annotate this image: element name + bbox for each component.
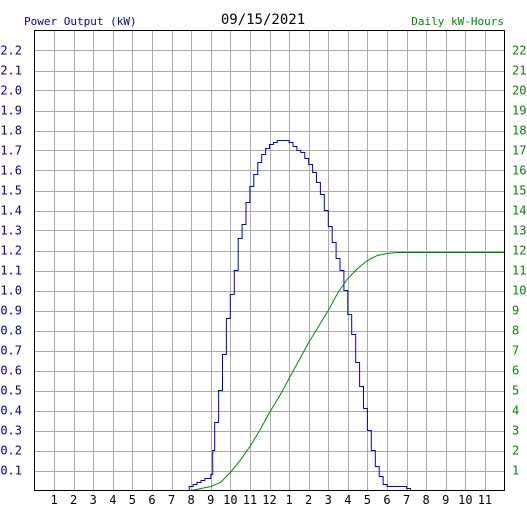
daily-kwh-line	[191, 252, 505, 491]
right-tick-label: 8	[512, 324, 519, 338]
x-tick-label: 4	[109, 493, 116, 507]
x-tick-label: 7	[168, 493, 175, 507]
x-tick-label: 3	[325, 493, 332, 507]
x-tick-label: 1	[285, 493, 292, 507]
series-layer	[185, 140, 505, 491]
left-tick-label: 1.8	[0, 124, 22, 138]
x-tick-label: 8	[188, 493, 195, 507]
left-tick-label: 1.4	[0, 204, 22, 218]
x-tick-label: 2	[305, 493, 312, 507]
right-tick-label: 19	[512, 104, 526, 118]
left-axis: 0.1 0.2 0.3 0.4 0.5 0.6 0.7 0.8 0.9 1.0 1.1 1.2 1.3 1…	[0, 44, 22, 478]
x-tick-label: 10	[458, 493, 472, 507]
x-tick-label: 11	[243, 493, 257, 507]
right-tick-label: 5	[512, 384, 519, 398]
right-tick-label: 2	[512, 444, 519, 458]
left-tick-label: 0.8	[0, 324, 22, 338]
plot-frame	[34, 30, 505, 491]
left-tick-label: 0.5	[0, 384, 22, 398]
right-tick-label: 11	[512, 264, 526, 278]
left-tick-label: 0.6	[0, 364, 22, 378]
left-tick-label: 1.6	[0, 164, 22, 178]
left-tick-label: 0.3	[0, 424, 22, 438]
right-tick-label: 20	[512, 84, 526, 98]
x-tick-label: 11	[478, 493, 492, 507]
left-tick-label: 1.5	[0, 184, 22, 198]
x-tick-label: 7	[403, 493, 410, 507]
left-axis-title: Power Output (kW)	[24, 15, 137, 28]
left-tick-label: 0.4	[0, 404, 22, 418]
x-tick-label: 3	[90, 493, 97, 507]
right-tick-label: 10	[512, 284, 526, 298]
left-tick-label: 2.1	[0, 64, 22, 78]
right-tick-label: 16	[512, 164, 526, 178]
right-tick-label: 1	[512, 464, 519, 478]
left-tick-label: 0.7	[0, 344, 22, 358]
x-tick-label: 10	[223, 493, 237, 507]
right-tick-label: 12	[512, 244, 526, 258]
right-tick-label: 3	[512, 424, 519, 438]
left-tick-label: 1.7	[0, 144, 22, 158]
left-tick-label: 0.2	[0, 444, 22, 458]
left-tick-label: 0.9	[0, 304, 22, 318]
right-tick-label: 6	[512, 364, 519, 378]
right-tick-label: 7	[512, 344, 519, 358]
left-tick-label: 1.3	[0, 224, 22, 238]
right-tick-label: 13	[512, 224, 526, 238]
x-tick-label: 5	[364, 493, 371, 507]
x-tick-label: 12	[262, 493, 276, 507]
x-tick-label: 9	[442, 493, 449, 507]
right-tick-label: 21	[512, 64, 526, 78]
x-tick-label: 4	[344, 493, 351, 507]
right-tick-label: 4	[512, 404, 519, 418]
x-tick-label: 1	[50, 493, 57, 507]
x-tick-label: 9	[207, 493, 214, 507]
chart-title: 09/15/2021	[221, 12, 305, 28]
x-tick-label: 6	[383, 493, 390, 507]
x-tick-label: 5	[129, 493, 136, 507]
right-tick-label: 14	[512, 204, 526, 218]
x-tick-label: 6	[148, 493, 155, 507]
x-tick-label: 2	[70, 493, 77, 507]
left-tick-label: 2.2	[0, 44, 22, 58]
left-tick-label: 0.1	[0, 464, 22, 478]
grid	[34, 30, 505, 491]
right-tick-label: 15	[512, 184, 526, 198]
left-tick-label: 1.1	[0, 264, 22, 278]
right-tick-label: 17	[512, 144, 526, 158]
x-tick-label: 8	[423, 493, 430, 507]
x-axis: 1 2 3 4 5 6 7 8 9 10 11 12 1 2 3 4 5 6 7 8 9 10 11	[50, 493, 492, 507]
left-tick-label: 1.2	[0, 244, 22, 258]
right-axis-title: Daily kW-Hours	[411, 15, 504, 28]
right-tick-label: 9	[512, 304, 519, 318]
left-tick-label: 1.0	[0, 284, 22, 298]
left-tick-label: 2.0	[0, 84, 22, 98]
right-tick-label: 18	[512, 124, 526, 138]
right-tick-label: 22	[512, 44, 526, 58]
power-output-line	[185, 140, 434, 491]
left-tick-label: 1.9	[0, 104, 22, 118]
